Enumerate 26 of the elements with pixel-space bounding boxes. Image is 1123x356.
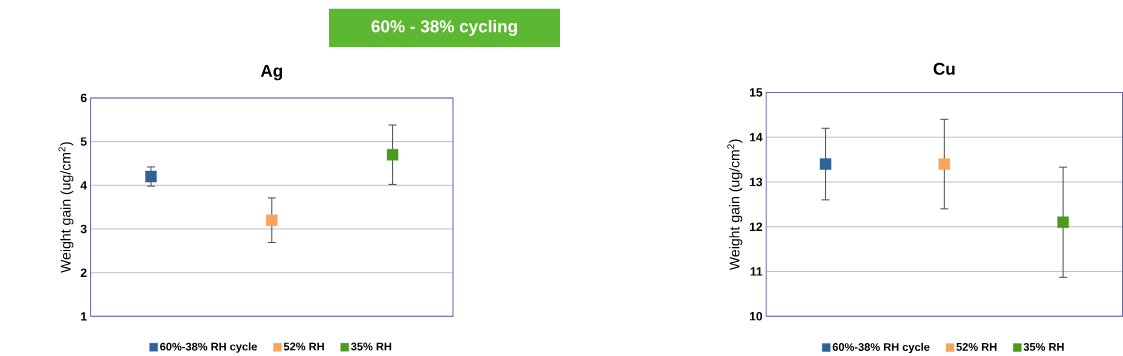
legend-label: 52% RH: [956, 342, 997, 351]
point: [266, 214, 278, 226]
y-axis-title: Weight gain (ug/cm$^{2}$): [727, 139, 743, 270]
y-axis-title: Weight gain (ug/cm$^{2}$): [58, 142, 74, 273]
y-tick-label: 11: [750, 267, 763, 276]
legend-label: 52% RH: [283, 342, 324, 351]
legend-label: 60%-38% RH cycle: [160, 342, 257, 353]
y-tick-label: 14: [749, 132, 763, 142]
y-tick-label: 3: [80, 224, 87, 234]
y-tick-label: 2: [80, 268, 87, 277]
text: 60% - 38% cycling: [371, 19, 517, 36]
legend-label: 35% RH: [1023, 342, 1064, 351]
legend-label: 35% RH: [351, 342, 392, 351]
y-tick-label: 4: [80, 180, 87, 190]
chart-title: Ag: [260, 64, 283, 81]
y-tick-label: 10: [749, 311, 763, 321]
y-tick-label: 15: [749, 88, 763, 97]
y-tick-label: 6: [80, 93, 87, 102]
y-tick-label: 1: [81, 312, 87, 321]
chart-title: Cu: [933, 62, 955, 75]
y-tick-label: 13: [749, 177, 763, 187]
y-tick-label: 5: [80, 137, 87, 146]
point: [145, 170, 157, 183]
point: [386, 148, 399, 161]
y-tick-label: 12: [749, 222, 763, 231]
legend-label: 60%-38% RH cycle: [832, 342, 930, 353]
